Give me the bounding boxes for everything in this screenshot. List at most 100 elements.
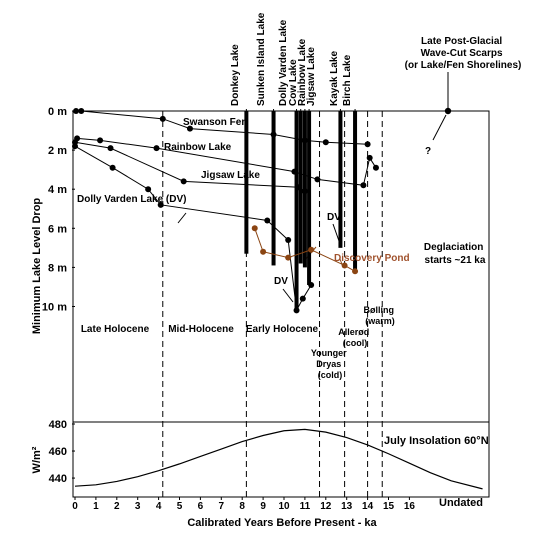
series-label-0: Swanson Fen [183, 117, 247, 128]
insolation-y-tick-label: 480 [49, 419, 67, 431]
insolation-curve [74, 428, 483, 490]
younger-dryas-label: Younger Dryas (cold) [311, 348, 349, 380]
x-tick-label: 15 [383, 501, 395, 512]
y-tick-label: 2 m [48, 145, 67, 157]
x-tick-label: 4 [156, 501, 162, 512]
x-tick-label: 6 [198, 501, 204, 512]
lake-bar-label-5: Jigsaw Lake [306, 47, 317, 106]
series-point [109, 164, 116, 171]
lake-bar-1 [271, 111, 276, 266]
x-tick-label: 13 [341, 501, 353, 512]
x-tick-label: 8 [239, 501, 245, 512]
question-arrow-line [432, 114, 447, 141]
deglaciation-line-1: Deglaciation [424, 242, 483, 253]
insolation-y-tick-label: 440 [49, 473, 67, 485]
series-point [285, 237, 292, 244]
series-point [153, 145, 160, 152]
mid-holocene-label: Mid-Holocene [168, 324, 234, 335]
dv-label-a: DV [274, 276, 288, 287]
lake-bar-label-4: Rainbow Lake [297, 38, 308, 106]
series-label-2: Jigsaw Lake [201, 170, 260, 181]
allerod-label: Allerød (cool) [338, 327, 372, 348]
insolation-y-tick-label: 460 [49, 446, 67, 458]
series-point [78, 108, 85, 114]
series-point [308, 246, 315, 253]
series-label-1: Rainbow Lake [164, 142, 232, 153]
series-point [107, 145, 114, 152]
dv-label-b: DV [327, 212, 341, 223]
series-point [72, 143, 78, 150]
lake-bar-label-7: Birch Lake [342, 54, 353, 106]
allerod-line-2: (cool) [343, 338, 368, 348]
series-label-3: Dolly Varden Lake (DV) [77, 194, 186, 205]
x-tick-label: 14 [362, 501, 374, 512]
lake-bar-0 [244, 111, 249, 254]
series-point [366, 154, 373, 161]
lake-level-panel-frame [72, 110, 490, 423]
lake-bar-7 [353, 111, 358, 272]
y-tick-label: 6 m [48, 223, 67, 235]
x-tick-label: 11 [300, 501, 311, 512]
series-point [364, 141, 371, 148]
series-point [97, 137, 104, 144]
series-point [301, 137, 308, 144]
early-holocene-label: Early Holocene [246, 324, 319, 335]
series-point [341, 262, 348, 269]
late-post-glacial-line-1: Late Post-Glacial [421, 36, 502, 47]
lake-bar-label-2: Dolly Varden Lake [278, 19, 289, 106]
series-point [285, 254, 292, 261]
series-point [314, 176, 321, 183]
x-tick-label: 2 [114, 501, 120, 512]
series-point [159, 115, 166, 122]
late-post-glacial-line-3: (or Lake/Fen Shorelines) [405, 60, 522, 71]
series-line-1 [77, 137, 377, 186]
series-line-0 [76, 110, 368, 145]
question-mark: ? [425, 146, 431, 157]
x-tick-label: 16 [404, 501, 416, 512]
x-tick-label: 12 [320, 501, 332, 512]
dv-lake-pointer [177, 212, 187, 224]
series-point [293, 307, 300, 314]
insolation-title: July Insolation 60°N [384, 435, 489, 447]
y-tick-label: 10 m [42, 302, 67, 314]
insolation-y-axis-label: W/m² [31, 446, 43, 473]
younger-dryas-line-2: Dryas [316, 359, 341, 369]
series-point [157, 201, 164, 208]
series-point [73, 108, 80, 114]
dv-pointer-a [282, 288, 294, 303]
lake-bar-6 [338, 111, 343, 248]
series-point [360, 182, 367, 189]
y-tick-label: 0 m [48, 106, 67, 118]
series-point [322, 139, 329, 146]
dv-pointer-b [332, 223, 340, 242]
y-tick-label: 4 m [48, 184, 67, 196]
series-point [295, 184, 302, 191]
undated-label: Undated [439, 497, 483, 509]
younger-dryas-line-1: Younger [311, 348, 347, 358]
series-point [372, 164, 379, 171]
bolling-line-2: (warm) [365, 316, 395, 326]
bolling-label: Bølling (warm) [363, 305, 396, 326]
lake-bar-label-0: Donkey Lake [230, 44, 241, 106]
x-tick-label: 5 [177, 501, 183, 512]
lake-bar-label-3: Cow Lake [288, 59, 299, 106]
series-point [308, 281, 315, 288]
x-tick-label: 1 [93, 501, 99, 512]
series-point [299, 295, 306, 302]
series-point [145, 186, 152, 193]
x-tick-label: 0 [72, 501, 78, 512]
x-tick-label: 9 [260, 501, 266, 512]
lake-bar-label-6: Kayak Lake [329, 51, 340, 106]
x-tick-label: 7 [219, 501, 225, 512]
x-tick-label: 3 [135, 501, 141, 512]
series-point [264, 217, 271, 224]
insolation-panel-frame [72, 421, 490, 498]
late-post-glacial-line-2: Wave-Cut Scarps [421, 48, 503, 59]
late-post-glacial-label: Late Post-Glacial Wave-Cut Scarps (or La… [405, 36, 522, 71]
series-point [260, 248, 267, 255]
series-point [251, 225, 258, 232]
younger-dryas-line-3: (cold) [318, 370, 343, 380]
deglaciation-label: Deglaciation starts ~21 ka [424, 242, 486, 266]
late-holocene-label: Late Holocene [81, 324, 150, 335]
x-axis-label: Calibrated Years Before Present - ka [187, 517, 377, 529]
